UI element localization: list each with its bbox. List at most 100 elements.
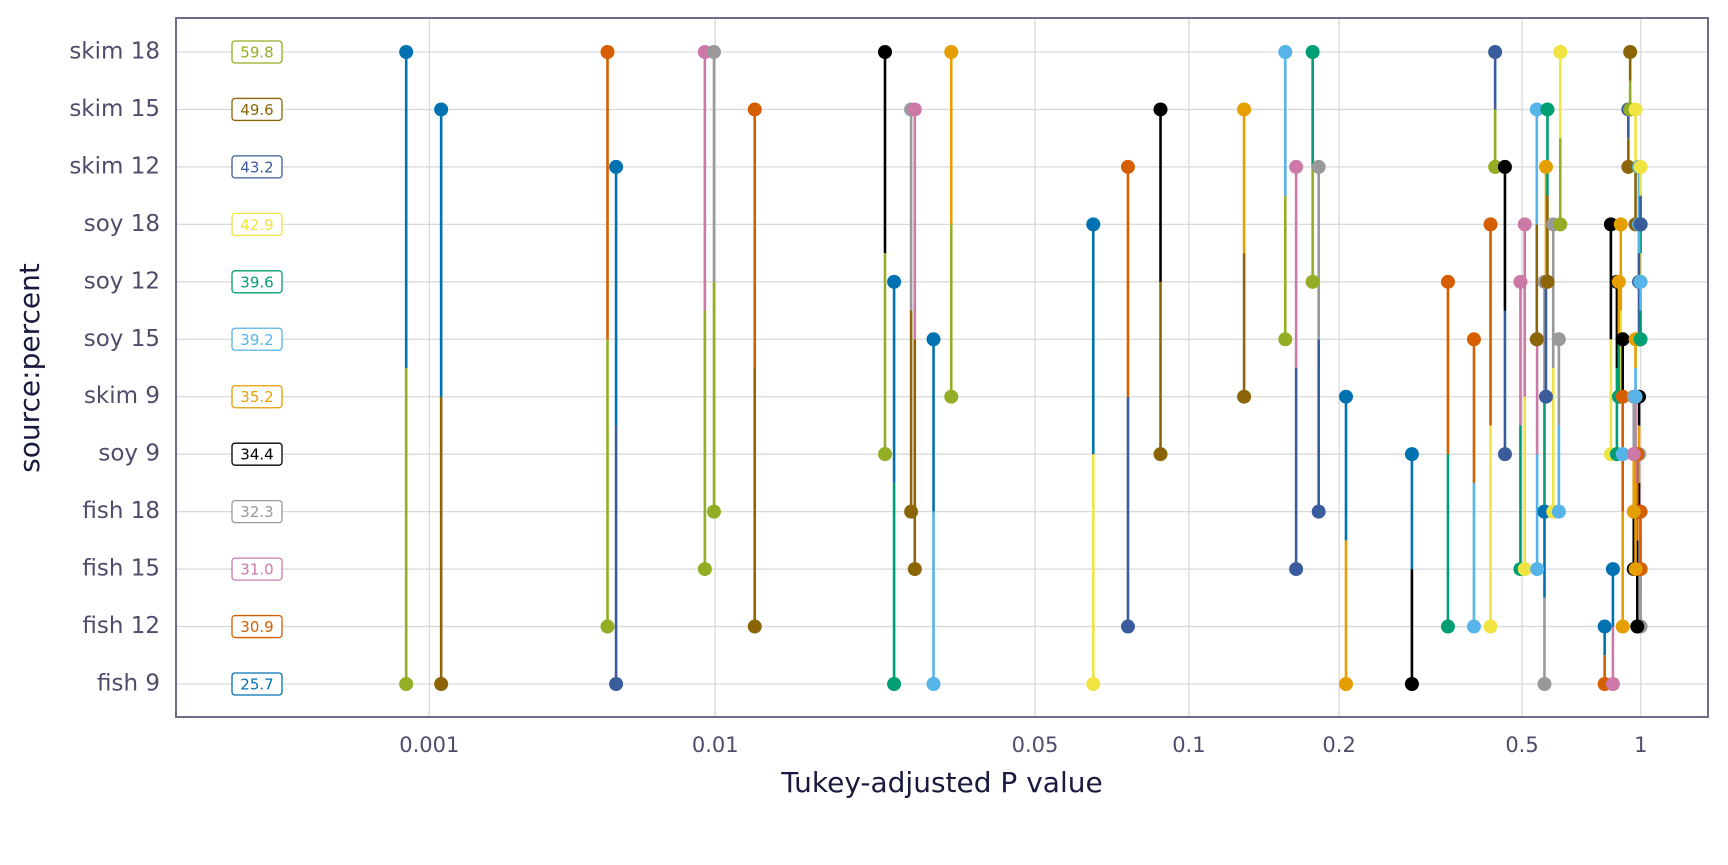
point [434, 102, 449, 117]
point [1529, 102, 1544, 117]
y-tick-label: skim 12 [69, 153, 160, 179]
point [944, 45, 959, 59]
point [1530, 562, 1545, 577]
point [1630, 619, 1645, 634]
mean-label-box [231, 385, 283, 409]
point [1289, 562, 1304, 577]
point [1628, 562, 1643, 577]
point [1305, 45, 1320, 59]
point [1540, 274, 1555, 289]
point [1488, 45, 1503, 59]
points [399, 45, 1648, 691]
mean-label: 43.2 [240, 158, 273, 176]
point [907, 102, 922, 117]
mean-label-box [231, 212, 283, 237]
point [399, 677, 414, 691]
point [1466, 332, 1481, 347]
point [1538, 159, 1553, 174]
point [1289, 159, 1304, 174]
point [1483, 619, 1498, 634]
point [877, 45, 892, 59]
point [1440, 274, 1455, 289]
point [907, 562, 922, 577]
point [1488, 159, 1503, 174]
point [1529, 332, 1544, 347]
point [1611, 274, 1626, 289]
mean-label: 34.4 [240, 446, 273, 464]
point [1338, 677, 1353, 691]
point [1237, 389, 1252, 404]
point [944, 389, 959, 404]
point [399, 45, 414, 59]
point [609, 677, 624, 691]
point [609, 159, 624, 174]
point [1404, 677, 1419, 691]
mean-label-box [231, 614, 283, 639]
point [1551, 332, 1566, 347]
x-tick-label: 0.5 [1505, 733, 1538, 757]
point [1153, 447, 1168, 462]
mean-label-box [231, 97, 283, 122]
panel-border [175, 17, 1709, 718]
y-tick-label: soy 18 [84, 211, 160, 237]
point [434, 677, 449, 691]
mean-label: 39.2 [240, 331, 273, 349]
x-tick-label: 0.2 [1322, 733, 1355, 757]
grid [176, 18, 1708, 717]
mean-label: 30.9 [240, 618, 273, 636]
y-tick-label: skim 15 [69, 96, 160, 122]
point [926, 332, 941, 347]
point [1540, 102, 1555, 117]
point [1120, 159, 1135, 174]
point [1551, 504, 1566, 519]
point [1153, 102, 1168, 117]
point [887, 274, 902, 289]
y-tick-label: fish 9 [97, 671, 160, 697]
mean-label-box [231, 499, 283, 524]
segments [404, 52, 1642, 684]
mean-label: 32.3 [240, 503, 273, 521]
point [1626, 447, 1641, 462]
point [1517, 217, 1532, 232]
y-tick-label: soy 9 [98, 441, 160, 467]
point [1597, 619, 1612, 634]
point [1553, 45, 1568, 59]
x-tick-label: 0.01 [692, 733, 739, 757]
mean-label-box [231, 327, 283, 351]
point [1278, 45, 1293, 59]
point [1633, 274, 1648, 289]
mean-label: 49.6 [240, 101, 273, 119]
point [1086, 217, 1101, 232]
mean-label: 59.8 [240, 44, 273, 62]
point [1615, 619, 1630, 634]
point [1628, 102, 1643, 117]
point [1626, 504, 1641, 519]
x-tick-label: 0.05 [1012, 733, 1059, 757]
point [877, 447, 892, 462]
point [1513, 274, 1528, 289]
point [1517, 562, 1532, 577]
point [1338, 389, 1353, 404]
point [1633, 332, 1648, 347]
y-tick-label: soy 15 [84, 326, 160, 352]
point [887, 677, 902, 691]
point [1404, 447, 1419, 462]
y-tick-label: soy 12 [84, 268, 160, 294]
point [706, 45, 721, 59]
point [697, 562, 712, 577]
point [1603, 217, 1618, 232]
point [747, 102, 762, 117]
point [706, 504, 721, 519]
y-tick-label: fish 18 [82, 498, 160, 524]
point [747, 619, 762, 634]
point [1623, 45, 1638, 59]
point [1497, 447, 1512, 462]
point [1483, 217, 1498, 232]
mean-label: 42.9 [240, 216, 273, 234]
point [1633, 217, 1648, 232]
mean-label: 31.0 [240, 561, 273, 579]
point [1628, 389, 1643, 404]
point [1621, 159, 1636, 174]
